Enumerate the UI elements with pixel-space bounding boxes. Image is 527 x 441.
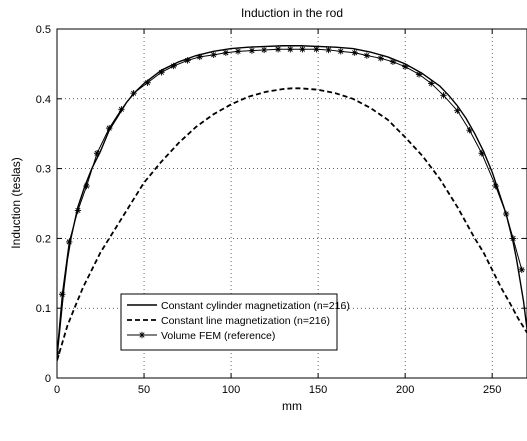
y-axis-title: Induction (teslas): [9, 157, 23, 248]
series-line-3: [57, 48, 523, 354]
data-point: [144, 79, 151, 86]
x-axis-title: mm: [282, 399, 302, 413]
y-tick-label: 0.3: [36, 164, 51, 176]
x-tick-label: 0: [54, 384, 60, 396]
legend-box: [120, 293, 338, 351]
legend-label: Constant cylinder magnetization (n=216): [161, 300, 350, 312]
legend-label: Constant line magnetization (n=216): [161, 315, 330, 327]
data-point: [248, 47, 256, 54]
data-point: [478, 150, 485, 157]
legend-marker: [138, 331, 146, 339]
x-axis: 0 50 100 150 200 250: [54, 29, 501, 396]
data-point: [428, 80, 435, 87]
series-line-2: [57, 87, 527, 361]
data-point: [509, 235, 517, 242]
data-point: [351, 49, 358, 56]
y-axis: 0 0.1 0.2 0.3 0.4 0.5: [36, 24, 527, 385]
data-point: [234, 48, 242, 55]
data-point: [287, 46, 294, 53]
series-layer: [57, 45, 527, 361]
y-tick-label: 0: [45, 373, 51, 385]
data-point: [389, 58, 397, 66]
y-tick-label: 0.1: [36, 303, 51, 315]
series-line-1: [57, 45, 527, 358]
data-point: [363, 52, 371, 59]
data-point: [184, 57, 191, 64]
data-point: [260, 46, 268, 54]
x-tick-label: 250: [483, 384, 501, 396]
data-point: [65, 238, 73, 246]
legend-label: Volume FEM (reference): [161, 330, 275, 342]
data-point: [106, 124, 113, 132]
data-point: [222, 49, 230, 56]
data-point: [196, 53, 203, 61]
data-point: [170, 62, 177, 70]
x-tick-label: 100: [222, 384, 240, 396]
x-tick-label: 200: [396, 384, 414, 396]
data-point: [454, 107, 461, 114]
data-point: [118, 106, 125, 113]
series-clip-group: [57, 45, 527, 361]
data-point: [313, 46, 320, 53]
data-point: [401, 63, 409, 70]
data-point: [502, 210, 510, 218]
data-point: [377, 55, 384, 62]
data-point: [518, 266, 525, 274]
data-point: [83, 182, 90, 190]
y-tick-label: 0.5: [36, 24, 51, 36]
data-point: [337, 48, 344, 55]
data-point: [74, 207, 82, 214]
data-point: [59, 291, 66, 298]
legend: Constant cylinder magnetization (n=216) C…: [120, 293, 350, 351]
data-point: [93, 150, 101, 157]
x-tick-label: 50: [138, 384, 150, 396]
data-point: [466, 127, 473, 134]
plot-frame: [56, 28, 527, 379]
data-point: [158, 69, 165, 76]
y-tick-label: 0.2: [36, 233, 51, 245]
data-point: [210, 51, 217, 59]
data-point: [299, 46, 306, 53]
chart-title: Induction in the rod: [241, 6, 343, 20]
data-point: [130, 90, 137, 97]
data-point: [325, 46, 332, 54]
x-tick-label: 150: [309, 384, 327, 396]
data-point: [415, 71, 423, 78]
y-tick-label: 0.4: [36, 94, 51, 106]
data-point: [492, 182, 499, 190]
data-point: [440, 92, 447, 99]
data-point: [274, 46, 282, 53]
